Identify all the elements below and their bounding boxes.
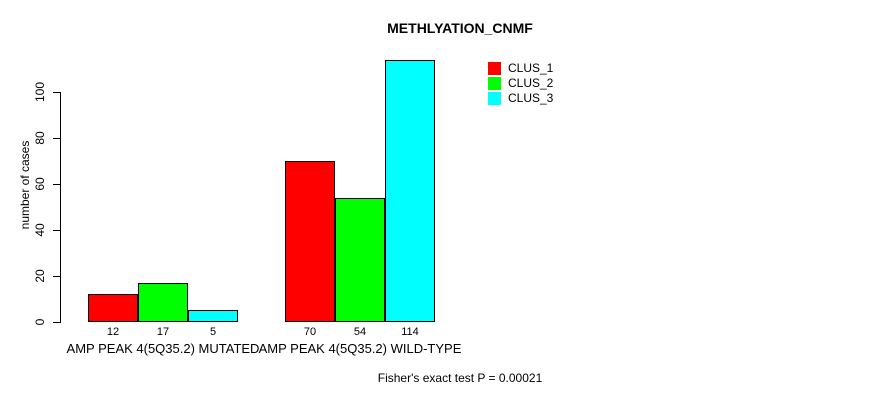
legend: CLUS_1 CLUS_2 CLUS_3 bbox=[488, 61, 553, 106]
annotation-text: Fisher's exact test P = 0.00021 bbox=[377, 371, 543, 385]
y-tick-label: 0 bbox=[33, 318, 47, 326]
y-tick bbox=[53, 276, 60, 277]
bar-clus_3-1 bbox=[188, 310, 238, 322]
y-tick-label: 100 bbox=[33, 81, 47, 103]
y-tick bbox=[53, 230, 60, 231]
legend-item: CLUS_1 bbox=[488, 61, 553, 75]
y-tick-label: 60 bbox=[33, 177, 47, 191]
bar-value-label: 114 bbox=[401, 326, 419, 338]
y-tick bbox=[53, 184, 60, 185]
bar-clus_1-1 bbox=[88, 294, 138, 322]
bar-value-label: 5 bbox=[209, 326, 217, 338]
y-tick bbox=[53, 92, 60, 93]
bar-value-label: 17 bbox=[156, 326, 170, 338]
bar-clus_3-2 bbox=[385, 60, 435, 322]
legend-label: CLUS_2 bbox=[508, 76, 554, 90]
legend-swatch bbox=[488, 61, 501, 75]
y-tick-label: 80 bbox=[33, 131, 47, 145]
y-tick-label: 20 bbox=[33, 269, 47, 283]
bar-clus_1-2 bbox=[285, 161, 335, 322]
legend-item: CLUS_2 bbox=[488, 76, 553, 90]
legend-swatch bbox=[488, 76, 501, 90]
y-axis-label: number of cases bbox=[18, 140, 32, 230]
legend-swatch bbox=[488, 91, 501, 105]
bar-value-label: 12 bbox=[106, 326, 120, 338]
bar-value-label: 70 bbox=[303, 326, 317, 338]
legend-label: CLUS_1 bbox=[508, 61, 554, 75]
y-axis-line bbox=[60, 92, 61, 323]
bar-clus_2-2 bbox=[335, 198, 385, 322]
legend-item: CLUS_3 bbox=[488, 91, 553, 105]
group-label: AMP PEAK 4(5Q35.2) WILD-TYPE bbox=[258, 341, 462, 356]
y-tick bbox=[53, 138, 60, 139]
bar-clus_2-1 bbox=[138, 283, 188, 322]
y-tick bbox=[53, 322, 60, 323]
legend-label: CLUS_3 bbox=[508, 91, 554, 105]
y-tick-label: 40 bbox=[33, 223, 47, 237]
group-label: AMP PEAK 4(5Q35.2) MUTATED bbox=[66, 341, 260, 356]
bar-value-label: 54 bbox=[353, 326, 367, 338]
chart-title: METHLYATION_CNMF bbox=[387, 20, 533, 36]
